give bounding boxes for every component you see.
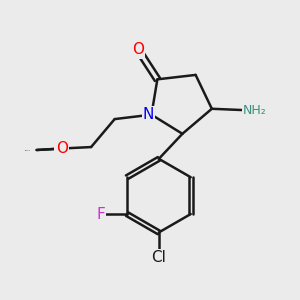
Text: N: N <box>143 107 154 122</box>
Text: Cl: Cl <box>152 250 166 265</box>
Text: NH₂: NH₂ <box>243 104 266 117</box>
Text: O: O <box>56 141 68 156</box>
Text: methoxy: methoxy <box>25 149 31 151</box>
Text: F: F <box>96 206 105 221</box>
Text: O: O <box>132 42 144 57</box>
Text: methoxy: methoxy <box>35 144 41 145</box>
